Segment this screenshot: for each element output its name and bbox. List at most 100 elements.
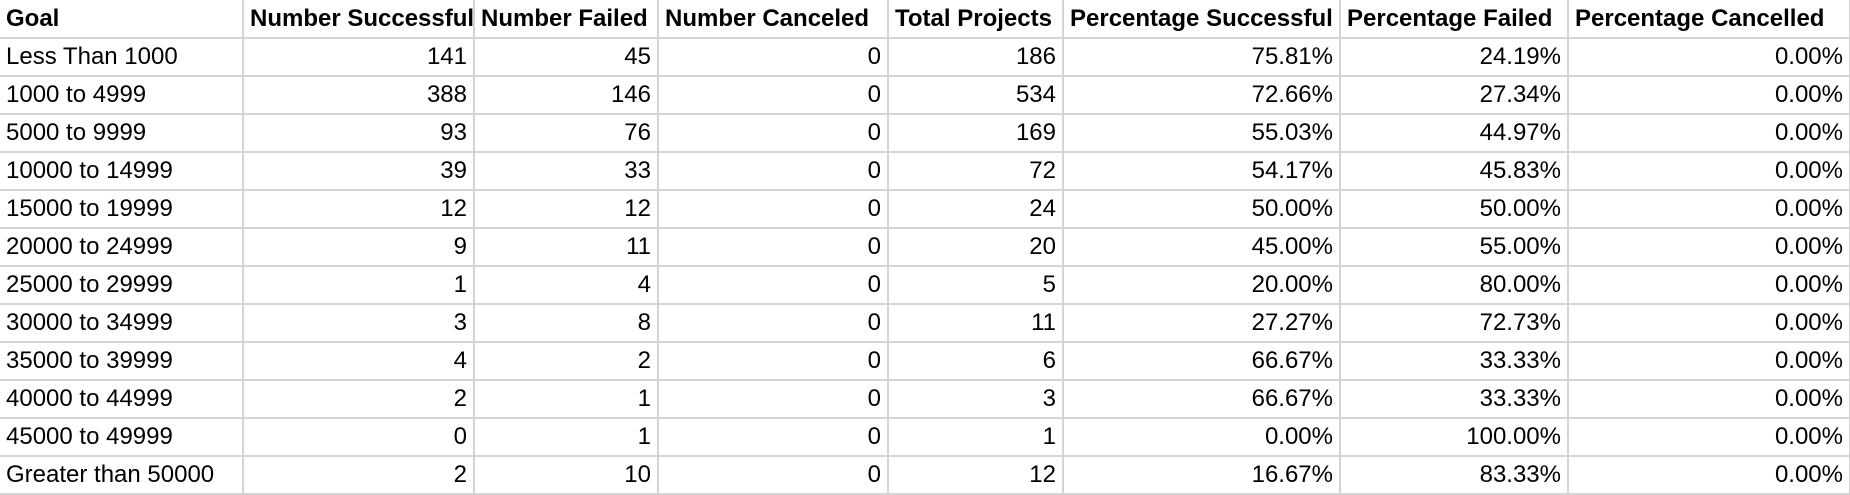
header-number-successful[interactable]: Number Successful <box>243 0 475 39</box>
cell-percentage-cancelled[interactable]: 0.00% <box>1568 418 1850 457</box>
cell-percentage-cancelled[interactable]: 0.00% <box>1568 342 1850 381</box>
cell-number-failed[interactable]: 4 <box>474 266 659 305</box>
cell-percentage-successful[interactable]: 16.67% <box>1063 456 1341 495</box>
cell-total-projects[interactable]: 5 <box>888 266 1064 305</box>
cell-percentage-successful[interactable]: 66.67% <box>1063 342 1341 381</box>
cell-goal[interactable]: 20000 to 24999 <box>0 228 244 267</box>
cell-percentage-failed[interactable]: 27.34% <box>1340 76 1569 115</box>
cell-total-projects[interactable]: 186 <box>888 38 1064 77</box>
cell-total-projects[interactable]: 20 <box>888 228 1064 267</box>
cell-number-successful[interactable]: 12 <box>243 190 475 229</box>
cell-number-canceled[interactable]: 0 <box>658 418 889 457</box>
cell-number-failed[interactable]: 1 <box>474 380 659 419</box>
cell-goal[interactable]: 5000 to 9999 <box>0 114 244 153</box>
cell-number-successful[interactable]: 2 <box>243 456 475 495</box>
cell-goal[interactable]: Less Than 1000 <box>0 38 244 77</box>
cell-goal[interactable]: 10000 to 14999 <box>0 152 244 191</box>
cell-percentage-successful[interactable]: 27.27% <box>1063 304 1341 343</box>
cell-percentage-successful[interactable]: 54.17% <box>1063 152 1341 191</box>
cell-number-successful[interactable]: 141 <box>243 38 475 77</box>
cell-number-successful[interactable]: 0 <box>243 418 475 457</box>
cell-percentage-cancelled[interactable]: 0.00% <box>1568 380 1850 419</box>
cell-number-successful[interactable]: 4 <box>243 342 475 381</box>
cell-goal[interactable]: 45000 to 49999 <box>0 418 244 457</box>
cell-percentage-successful[interactable]: 0.00% <box>1063 418 1341 457</box>
cell-percentage-failed[interactable]: 50.00% <box>1340 190 1569 229</box>
cell-number-canceled[interactable]: 0 <box>658 114 889 153</box>
cell-percentage-cancelled[interactable]: 0.00% <box>1568 76 1850 115</box>
cell-number-failed[interactable]: 146 <box>474 76 659 115</box>
cell-number-canceled[interactable]: 0 <box>658 304 889 343</box>
cell-total-projects[interactable]: 24 <box>888 190 1064 229</box>
cell-percentage-cancelled[interactable]: 0.00% <box>1568 152 1850 191</box>
cell-percentage-cancelled[interactable]: 0.00% <box>1568 190 1850 229</box>
cell-goal[interactable]: 30000 to 34999 <box>0 304 244 343</box>
cell-total-projects[interactable]: 12 <box>888 456 1064 495</box>
header-total-projects[interactable]: Total Projects <box>888 0 1064 39</box>
cell-number-failed[interactable]: 1 <box>474 418 659 457</box>
cell-percentage-failed[interactable]: 45.83% <box>1340 152 1569 191</box>
cell-goal[interactable]: 1000 to 4999 <box>0 76 244 115</box>
cell-percentage-failed[interactable]: 24.19% <box>1340 38 1569 77</box>
cell-number-canceled[interactable]: 0 <box>658 456 889 495</box>
cell-percentage-successful[interactable]: 75.81% <box>1063 38 1341 77</box>
cell-total-projects[interactable]: 3 <box>888 380 1064 419</box>
header-percentage-cancelled[interactable]: Percentage Cancelled <box>1568 0 1850 39</box>
cell-percentage-successful[interactable]: 20.00% <box>1063 266 1341 305</box>
cell-goal[interactable]: 40000 to 44999 <box>0 380 244 419</box>
cell-number-canceled[interactable]: 0 <box>658 76 889 115</box>
cell-number-successful[interactable]: 1 <box>243 266 475 305</box>
header-percentage-successful[interactable]: Percentage Successful <box>1063 0 1341 39</box>
cell-percentage-cancelled[interactable]: 0.00% <box>1568 228 1850 267</box>
cell-percentage-failed[interactable]: 100.00% <box>1340 418 1569 457</box>
cell-percentage-failed[interactable]: 55.00% <box>1340 228 1569 267</box>
header-percentage-failed[interactable]: Percentage Failed <box>1340 0 1569 39</box>
cell-percentage-cancelled[interactable]: 0.00% <box>1568 456 1850 495</box>
cell-number-successful[interactable]: 3 <box>243 304 475 343</box>
cell-goal[interactable]: 35000 to 39999 <box>0 342 244 381</box>
cell-percentage-successful[interactable]: 72.66% <box>1063 76 1341 115</box>
cell-percentage-successful[interactable]: 55.03% <box>1063 114 1341 153</box>
cell-percentage-failed[interactable]: 44.97% <box>1340 114 1569 153</box>
cell-percentage-cancelled[interactable]: 0.00% <box>1568 38 1850 77</box>
cell-total-projects[interactable]: 534 <box>888 76 1064 115</box>
cell-number-canceled[interactable]: 0 <box>658 266 889 305</box>
cell-percentage-successful[interactable]: 66.67% <box>1063 380 1341 419</box>
cell-total-projects[interactable]: 72 <box>888 152 1064 191</box>
cell-number-failed[interactable]: 76 <box>474 114 659 153</box>
cell-percentage-cancelled[interactable]: 0.00% <box>1568 114 1850 153</box>
cell-percentage-successful[interactable]: 50.00% <box>1063 190 1341 229</box>
cell-number-successful[interactable]: 93 <box>243 114 475 153</box>
cell-number-canceled[interactable]: 0 <box>658 228 889 267</box>
cell-number-canceled[interactable]: 0 <box>658 152 889 191</box>
cell-total-projects[interactable]: 6 <box>888 342 1064 381</box>
cell-number-canceled[interactable]: 0 <box>658 380 889 419</box>
cell-percentage-failed[interactable]: 80.00% <box>1340 266 1569 305</box>
cell-number-failed[interactable]: 10 <box>474 456 659 495</box>
cell-number-canceled[interactable]: 0 <box>658 38 889 77</box>
cell-number-failed[interactable]: 33 <box>474 152 659 191</box>
cell-goal[interactable]: 25000 to 29999 <box>0 266 244 305</box>
cell-number-successful[interactable]: 388 <box>243 76 475 115</box>
cell-percentage-failed[interactable]: 33.33% <box>1340 380 1569 419</box>
cell-percentage-failed[interactable]: 72.73% <box>1340 304 1569 343</box>
cell-number-successful[interactable]: 2 <box>243 380 475 419</box>
header-goal[interactable]: Goal <box>0 0 244 39</box>
cell-goal[interactable]: 15000 to 19999 <box>0 190 244 229</box>
header-number-failed[interactable]: Number Failed <box>474 0 659 39</box>
cell-total-projects[interactable]: 169 <box>888 114 1064 153</box>
cell-goal[interactable]: Greater than 50000 <box>0 456 244 495</box>
cell-number-failed[interactable]: 12 <box>474 190 659 229</box>
cell-number-canceled[interactable]: 0 <box>658 342 889 381</box>
cell-number-successful[interactable]: 39 <box>243 152 475 191</box>
cell-number-failed[interactable]: 45 <box>474 38 659 77</box>
cell-number-successful[interactable]: 9 <box>243 228 475 267</box>
cell-number-canceled[interactable]: 0 <box>658 190 889 229</box>
cell-percentage-cancelled[interactable]: 0.00% <box>1568 266 1850 305</box>
cell-percentage-cancelled[interactable]: 0.00% <box>1568 304 1850 343</box>
cell-number-failed[interactable]: 11 <box>474 228 659 267</box>
cell-percentage-successful[interactable]: 45.00% <box>1063 228 1341 267</box>
cell-percentage-failed[interactable]: 83.33% <box>1340 456 1569 495</box>
cell-percentage-failed[interactable]: 33.33% <box>1340 342 1569 381</box>
header-number-canceled[interactable]: Number Canceled <box>658 0 889 39</box>
